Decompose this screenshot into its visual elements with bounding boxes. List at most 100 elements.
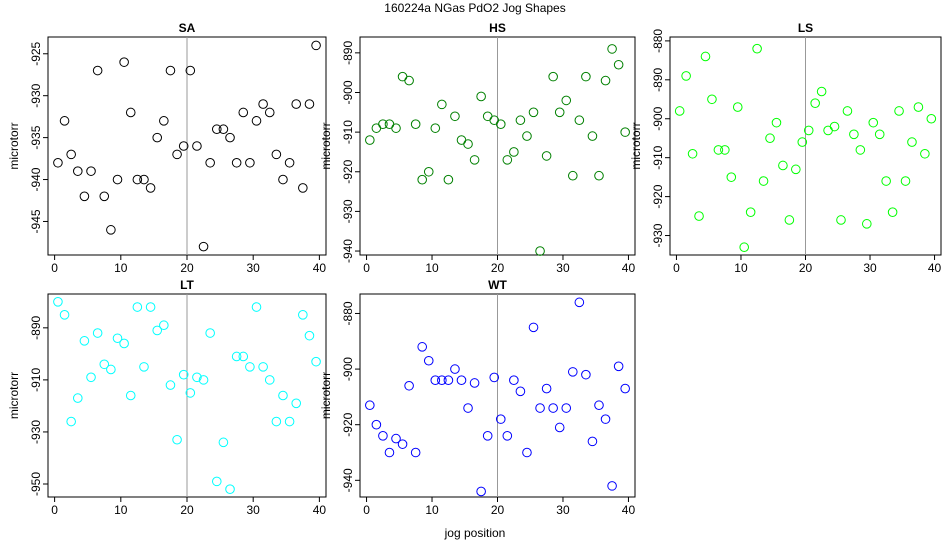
- data-point: [423, 166, 434, 177]
- data-point: [752, 43, 762, 54]
- data-point: [72, 393, 83, 403]
- y-axis-label: microtorr: [319, 372, 333, 419]
- panel-title: SA: [179, 21, 196, 35]
- data-point: [456, 375, 467, 386]
- data-point: [165, 380, 176, 390]
- data-point: [430, 375, 441, 386]
- data-point: [535, 246, 545, 256]
- data-point: [178, 369, 189, 380]
- data-point: [185, 388, 196, 398]
- data-point: [778, 160, 788, 171]
- data-point: [823, 125, 833, 136]
- y-axis-label: microtorr: [629, 122, 643, 169]
- data-point: [423, 355, 434, 366]
- data-point: [620, 383, 630, 394]
- data-point: [745, 207, 756, 217]
- data-point: [502, 155, 513, 165]
- y-tick-label: -880: [651, 29, 665, 53]
- x-axis-label: jog position: [444, 526, 506, 540]
- data-point: [437, 375, 447, 386]
- y-tick-label: -940: [341, 239, 355, 263]
- data-point: [371, 123, 382, 133]
- panel-ls: LS 0 10 20 30 40 -880 -890 -900 -910 -920 -930 micro…: [629, 21, 942, 275]
- data-point: [378, 119, 388, 129]
- y-tick-label: -910: [651, 145, 665, 169]
- x-tick-label: 30: [556, 503, 570, 517]
- data-point: [410, 447, 421, 458]
- data-point: [868, 117, 879, 128]
- data-point: [707, 94, 717, 105]
- data-point: [739, 242, 750, 253]
- page-title: 160224a NGas PdO2 Jog Shapes: [384, 1, 566, 15]
- data-point: [66, 149, 76, 160]
- y-tick-label: -930: [29, 83, 43, 107]
- data-point: [231, 157, 242, 168]
- data-point: [145, 302, 156, 312]
- x-tick-label: 0: [51, 503, 58, 517]
- data-point: [528, 107, 539, 118]
- data-point: [245, 362, 255, 372]
- data-point: [417, 174, 428, 185]
- data-point: [849, 129, 859, 140]
- data-point: [311, 40, 321, 51]
- data-point: [829, 121, 840, 132]
- data-point: [574, 115, 585, 126]
- data-point: [574, 297, 585, 308]
- data-point: [178, 141, 189, 151]
- data-point: [548, 71, 558, 82]
- data-point: [502, 431, 513, 441]
- data-point: [205, 328, 215, 338]
- data-point: [53, 297, 63, 307]
- data-point: [417, 342, 428, 352]
- data-point: [463, 139, 473, 149]
- data-point: [687, 148, 698, 159]
- data-point: [894, 106, 904, 116]
- data-point: [125, 390, 136, 401]
- data-point: [225, 484, 235, 494]
- data-point: [384, 447, 395, 458]
- data-point: [437, 99, 447, 110]
- data-point: [185, 65, 196, 76]
- data-point: [205, 157, 215, 168]
- data-point: [291, 99, 302, 109]
- data-point: [907, 137, 917, 147]
- y-tick-label: -950: [29, 472, 43, 496]
- data-point: [298, 310, 308, 320]
- data-point: [810, 98, 820, 108]
- data-point: [784, 215, 795, 225]
- data-point: [495, 414, 506, 424]
- y-tick-label: -930: [29, 420, 43, 444]
- data-point: [391, 433, 401, 444]
- y-tick-label: -900: [651, 106, 665, 130]
- data-point: [159, 320, 169, 331]
- data-point: [594, 170, 604, 181]
- panel-lt: LT 0 10 20 30 40 -890 -910 -930 -950 microtorr: [7, 278, 327, 517]
- data-point: [620, 127, 630, 137]
- data-point: [567, 367, 578, 377]
- data-point: [874, 129, 885, 140]
- x-tick-label: 40: [622, 261, 636, 275]
- data-point: [112, 333, 123, 344]
- panel-hs: HS 0 10 20 30 40 -890 -900 -910 -920 -930 -940 micro…: [319, 21, 636, 275]
- y-tick-label: -930: [651, 223, 665, 247]
- data-point: [397, 71, 408, 82]
- panel-wt: WT 0 10 20 30 40 -880 -900 -920 -940 microtorr: [319, 278, 636, 517]
- data-point: [404, 75, 414, 86]
- data-point: [198, 241, 209, 252]
- data-point: [541, 383, 552, 394]
- data-point: [443, 375, 454, 386]
- data-point: [225, 132, 235, 143]
- data-point: [132, 174, 143, 185]
- panel-title: WT: [488, 278, 507, 292]
- data-point: [456, 135, 467, 145]
- data-point: [72, 166, 83, 176]
- data-point: [238, 351, 249, 362]
- data-point: [59, 310, 70, 320]
- data-point: [469, 155, 480, 165]
- data-point: [365, 400, 375, 411]
- x-tick-label: 30: [556, 261, 570, 275]
- data-point: [836, 215, 846, 225]
- data-point: [515, 386, 526, 397]
- data-point: [238, 107, 249, 118]
- data-point: [284, 157, 295, 168]
